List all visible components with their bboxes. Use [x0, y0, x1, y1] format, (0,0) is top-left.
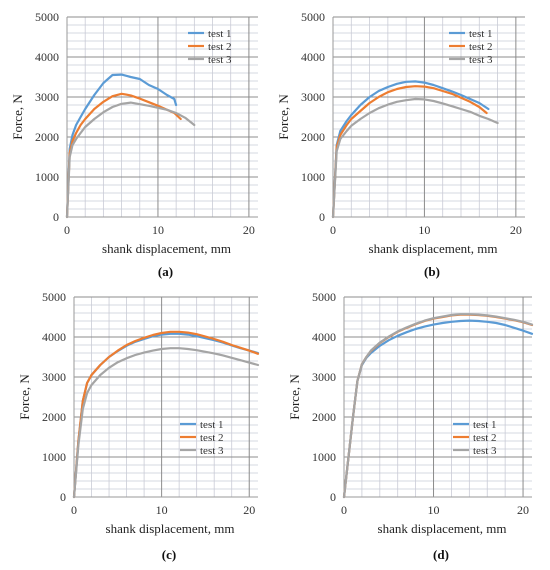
y-tick-label: 3000 — [301, 90, 325, 104]
chart-panel: 0 1000 2000 3000 4000 5000 0 10 20 shank displace… — [10, 10, 258, 279]
series-line-test-3 — [72, 347, 260, 499]
y-tick-label: 1000 — [35, 170, 59, 184]
y-tick-label: 2000 — [301, 130, 325, 144]
x-tick-label: 20 — [517, 503, 529, 517]
series-line-test-2 — [72, 330, 260, 499]
legend-label: test 3 — [200, 445, 224, 457]
chart-panel: 0 1000 2000 3000 4000 5000 0 10 20 shank displace… — [287, 290, 534, 562]
x-axis-title: shank displacement, mm — [378, 521, 507, 536]
y-tick-label: 0 — [319, 210, 325, 224]
y-tick-label: 4000 — [312, 330, 336, 344]
x-axis-title: shank displacement, mm — [102, 241, 231, 256]
legend-label: test 2 — [469, 41, 493, 53]
y-axis-title: Force, N — [10, 94, 25, 140]
x-axis-title: shank displacement, mm — [106, 521, 235, 536]
panel-label: (b) — [424, 264, 440, 279]
y-tick-label: 3000 — [312, 370, 336, 384]
series-line-test-2 — [342, 313, 534, 499]
legend-label: test 2 — [200, 432, 224, 444]
y-tick-label: 2000 — [42, 410, 66, 424]
legend-label: test 2 — [208, 41, 232, 53]
series-line-test-3 — [65, 101, 196, 219]
y-tick-label: 0 — [330, 490, 336, 504]
y-tick-label: 5000 — [35, 10, 59, 24]
legend-label: test 2 — [473, 432, 497, 444]
y-tick-label: 5000 — [312, 290, 336, 304]
legend-label: test 1 — [200, 419, 224, 431]
series-line-test-1 — [65, 73, 178, 219]
legend-label: test 1 — [469, 28, 493, 40]
x-tick-label: 10 — [428, 503, 440, 517]
y-axis-title: Force, N — [17, 374, 32, 420]
chart-panel: 0 1000 2000 3000 4000 5000 0 10 20 shank displace… — [276, 10, 525, 279]
y-tick-label: 0 — [60, 490, 66, 504]
y-tick-label: 1000 — [312, 450, 336, 464]
y-tick-label: 3000 — [35, 90, 59, 104]
legend-label: test 3 — [208, 54, 232, 66]
y-tick-label: 1000 — [42, 450, 66, 464]
x-axis-title: shank displacement, mm — [369, 241, 498, 256]
panel-label: (d) — [433, 547, 449, 562]
y-tick-label: 3000 — [42, 370, 66, 384]
x-tick-label: 0 — [341, 503, 347, 517]
y-tick-label: 2000 — [312, 410, 336, 424]
series-line-test-2 — [65, 92, 182, 219]
series-line-test-1 — [331, 80, 490, 219]
y-tick-label: 0 — [53, 210, 59, 224]
legend-label: test 1 — [208, 28, 232, 40]
x-tick-label: 20 — [243, 223, 255, 237]
legend-label: test 3 — [469, 54, 493, 66]
series-line-test-3 — [342, 313, 534, 499]
x-tick-label: 10 — [152, 223, 164, 237]
panel-label: (a) — [158, 264, 173, 279]
chart-panel: 0 1000 2000 3000 4000 5000 0 10 20 shank displace… — [17, 290, 260, 562]
x-tick-label: 10 — [418, 223, 430, 237]
y-tick-label: 1000 — [301, 170, 325, 184]
y-axis-title: Force, N — [287, 374, 302, 420]
x-tick-label: 0 — [64, 223, 70, 237]
y-tick-label: 5000 — [42, 290, 66, 304]
panel-label: (c) — [162, 547, 176, 562]
y-tick-label: 4000 — [301, 50, 325, 64]
x-tick-label: 0 — [71, 503, 77, 517]
y-tick-label: 5000 — [301, 10, 325, 24]
y-tick-label: 4000 — [35, 50, 59, 64]
x-tick-label: 0 — [330, 223, 336, 237]
legend-label: test 1 — [473, 419, 497, 431]
x-tick-label: 20 — [510, 223, 522, 237]
series-line-test-2 — [331, 85, 488, 219]
legend-label: test 3 — [473, 445, 497, 457]
y-axis-title: Force, N — [276, 94, 291, 140]
x-tick-label: 20 — [243, 503, 255, 517]
y-tick-label: 2000 — [35, 130, 59, 144]
x-tick-label: 10 — [156, 503, 168, 517]
series-line-test-3 — [331, 97, 499, 219]
y-tick-label: 4000 — [42, 330, 66, 344]
